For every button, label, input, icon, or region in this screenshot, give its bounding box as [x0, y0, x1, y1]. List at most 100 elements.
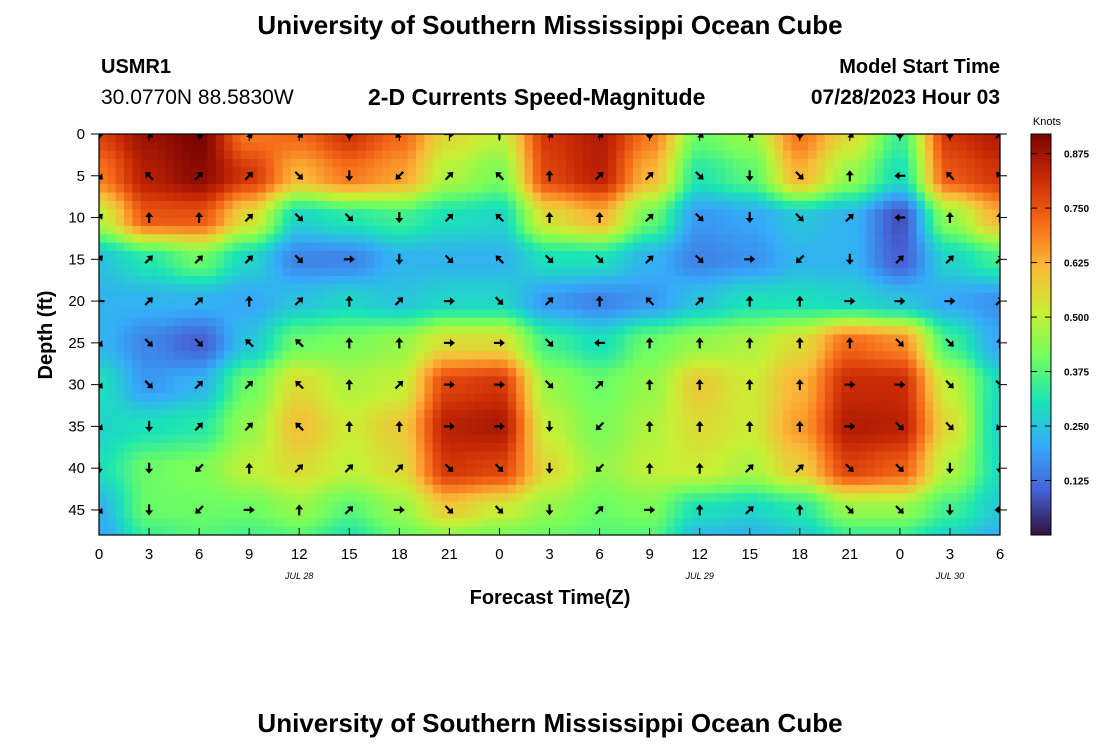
heatmap-cell [149, 351, 158, 361]
heatmap-cell [124, 276, 133, 285]
heatmap-cell [674, 459, 684, 469]
heatmap-cell [315, 317, 325, 327]
heatmap-cell [390, 326, 400, 336]
heatmap-cell [307, 326, 317, 336]
heatmap-cell [641, 359, 651, 369]
heatmap-cell [482, 234, 492, 244]
heatmap-cell [215, 359, 225, 369]
heatmap-cell [174, 501, 184, 511]
heatmap-cell [224, 434, 234, 444]
heatmap-cell [582, 409, 592, 419]
heatmap-cell [599, 301, 609, 311]
heatmap-cell [357, 342, 367, 352]
heatmap-cell [833, 367, 843, 377]
heatmap-cell [816, 150, 826, 160]
heatmap-cell [357, 518, 367, 528]
heatmap-cell [240, 426, 250, 436]
heatmap-cell [140, 250, 150, 260]
heatmap-cell [374, 468, 384, 478]
heatmap-cell [941, 509, 951, 519]
heatmap-cell [190, 234, 200, 244]
heatmap-cell [566, 392, 576, 402]
heatmap-cell [674, 392, 684, 402]
heatmap-cell [190, 326, 200, 336]
heatmap-cell [574, 401, 584, 411]
heatmap-cell [808, 443, 818, 453]
heatmap-cell [507, 342, 517, 352]
heatmap-cell [357, 526, 367, 535]
heatmap-cell [315, 200, 325, 210]
heatmap-cell [616, 326, 626, 336]
heatmap-cell [524, 309, 534, 319]
heatmap-cell [858, 192, 868, 202]
heatmap-cell [791, 184, 801, 194]
heatmap-cell [165, 451, 175, 461]
heatmap-cell [157, 476, 167, 486]
heatmap-cell [149, 359, 158, 369]
heatmap-cell [666, 342, 676, 352]
heatmap-cell [132, 418, 142, 427]
heatmap-cell [557, 309, 567, 319]
heatmap-cell [482, 501, 492, 511]
heatmap-cell [724, 392, 734, 402]
heatmap-cell [632, 142, 642, 152]
heatmap-cell [657, 142, 667, 152]
heatmap-cell [791, 359, 801, 369]
heatmap-cell [416, 242, 425, 252]
heatmap-cell [933, 342, 943, 352]
heatmap-cell [657, 175, 667, 185]
heatmap-cell [149, 342, 158, 352]
heatmap-cell [399, 342, 409, 352]
heatmap-cell [816, 234, 826, 244]
heatmap-cell [941, 451, 951, 461]
heatmap-cell [532, 301, 542, 311]
heatmap-cell [908, 434, 918, 444]
heatmap-cell [424, 326, 434, 336]
heatmap-cell [524, 392, 534, 402]
heatmap-cell [574, 234, 584, 244]
heatmap-cell [908, 225, 918, 235]
heatmap-cell [115, 192, 125, 202]
heatmap-cell [124, 518, 133, 528]
heatmap-cell [132, 150, 142, 160]
heatmap-cell [616, 359, 626, 369]
heatmap-cell [649, 384, 659, 394]
heatmap-cell [257, 142, 267, 152]
heatmap-cell [624, 217, 634, 227]
heatmap-cell [307, 309, 317, 319]
heatmap-cell [649, 367, 659, 377]
heatmap-cell [908, 184, 918, 194]
heatmap-cell [165, 309, 175, 319]
heatmap-cell [841, 184, 851, 194]
heatmap-cell [649, 518, 659, 528]
heatmap-cell [566, 192, 576, 202]
heatmap-cell [491, 150, 501, 160]
heatmap-cell [924, 501, 934, 511]
heatmap-cell [290, 326, 300, 336]
heatmap-cell [232, 409, 242, 419]
heatmap-cell [507, 459, 517, 469]
heatmap-cell [632, 342, 642, 352]
heatmap-cell [674, 242, 684, 252]
heatmap-cell [449, 401, 459, 411]
heatmap-cell [207, 342, 217, 352]
heatmap-cell [357, 409, 367, 419]
heatmap-cell [182, 334, 192, 344]
heatmap-cell [532, 434, 542, 444]
heatmap-cell [365, 367, 375, 377]
heatmap-cell [324, 493, 334, 503]
heatmap-cell [516, 284, 526, 294]
heatmap-cell [766, 451, 776, 461]
heatmap-cell [799, 276, 809, 285]
heatmap-cell [124, 376, 133, 386]
heatmap-cell [699, 367, 709, 377]
heatmap-cell [949, 150, 959, 160]
heatmap-cell [466, 142, 476, 152]
heatmap-cell [682, 484, 692, 494]
heatmap-cell [382, 351, 392, 361]
heatmap-cell [365, 309, 375, 319]
heatmap-cell [766, 192, 776, 202]
heatmap-cell [766, 376, 776, 386]
heatmap-cell [733, 150, 742, 160]
heatmap-cell [716, 209, 726, 219]
